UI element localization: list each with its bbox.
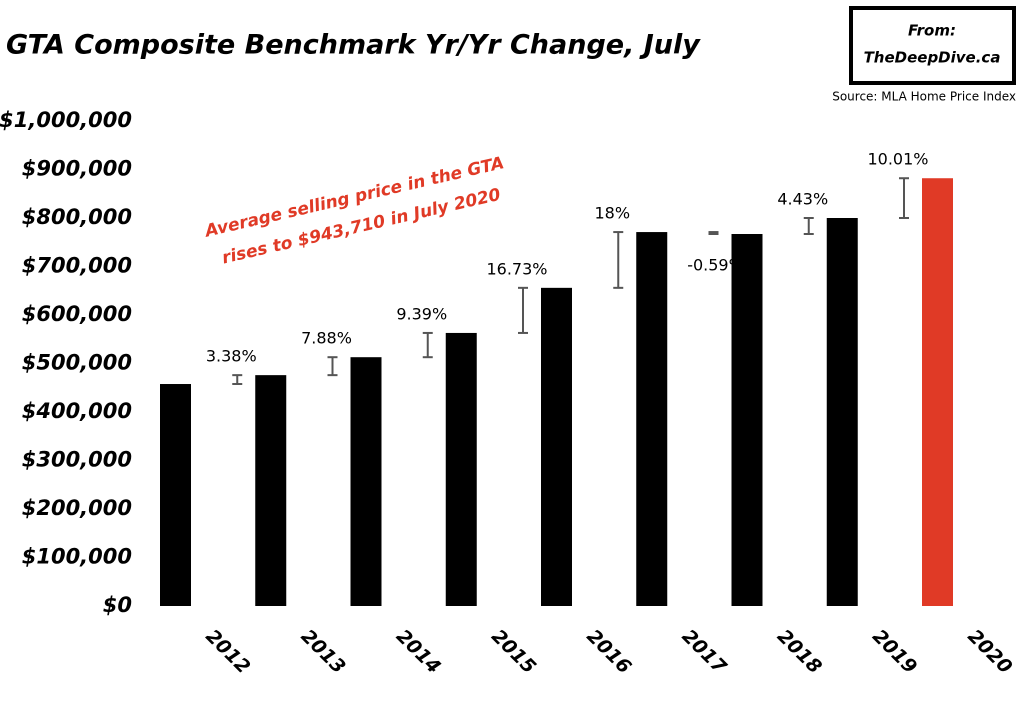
change-bar bbox=[708, 231, 719, 236]
change-bar bbox=[613, 231, 624, 289]
change-label: 4.43% bbox=[777, 190, 828, 209]
change-label: 7.88% bbox=[301, 329, 352, 348]
change-label: 9.39% bbox=[396, 304, 447, 323]
bar bbox=[636, 232, 668, 606]
y-tick-label: $1,000,000 bbox=[0, 108, 132, 132]
change-bar bbox=[422, 331, 433, 359]
bar bbox=[922, 178, 953, 607]
bar bbox=[826, 218, 858, 606]
change-bar bbox=[803, 217, 814, 236]
change-label: -0.59% bbox=[687, 256, 744, 275]
bar bbox=[541, 287, 572, 606]
y-tick-label: $400,000 bbox=[22, 399, 132, 423]
change-label: 18% bbox=[594, 204, 630, 223]
y-tick-label: $300,000 bbox=[22, 448, 132, 472]
y-tick-label: $900,000 bbox=[22, 157, 132, 181]
change-bar bbox=[327, 356, 338, 377]
change-bar bbox=[232, 374, 243, 386]
chart-title: GTA Composite Benchmark Yr/Yr Change, Ju… bbox=[6, 30, 701, 61]
y-tick-label: $200,000 bbox=[22, 496, 132, 520]
y-tick-label: $0 bbox=[103, 593, 132, 617]
credit-box bbox=[849, 6, 1016, 85]
y-tick-label: $600,000 bbox=[22, 302, 132, 326]
change-label: 3.38% bbox=[206, 347, 257, 366]
bar bbox=[255, 375, 287, 606]
bar bbox=[445, 332, 477, 606]
y-tick-label: $100,000 bbox=[22, 545, 132, 569]
credit-line: TheDeepDive.ca bbox=[864, 49, 1001, 67]
y-tick-label: $800,000 bbox=[22, 205, 132, 229]
y-tick-label: $500,000 bbox=[22, 351, 132, 375]
credit-line: From: bbox=[908, 22, 956, 40]
y-tick-label: $700,000 bbox=[22, 254, 132, 278]
bar bbox=[731, 234, 763, 606]
change-bar bbox=[518, 286, 528, 334]
bar bbox=[160, 384, 191, 606]
bar bbox=[350, 357, 382, 606]
source: Source: MLA Home Price Index bbox=[832, 90, 1016, 104]
change-bar bbox=[899, 177, 909, 219]
change-label: 10.01% bbox=[867, 150, 928, 169]
change-label: 16.73% bbox=[486, 259, 547, 278]
